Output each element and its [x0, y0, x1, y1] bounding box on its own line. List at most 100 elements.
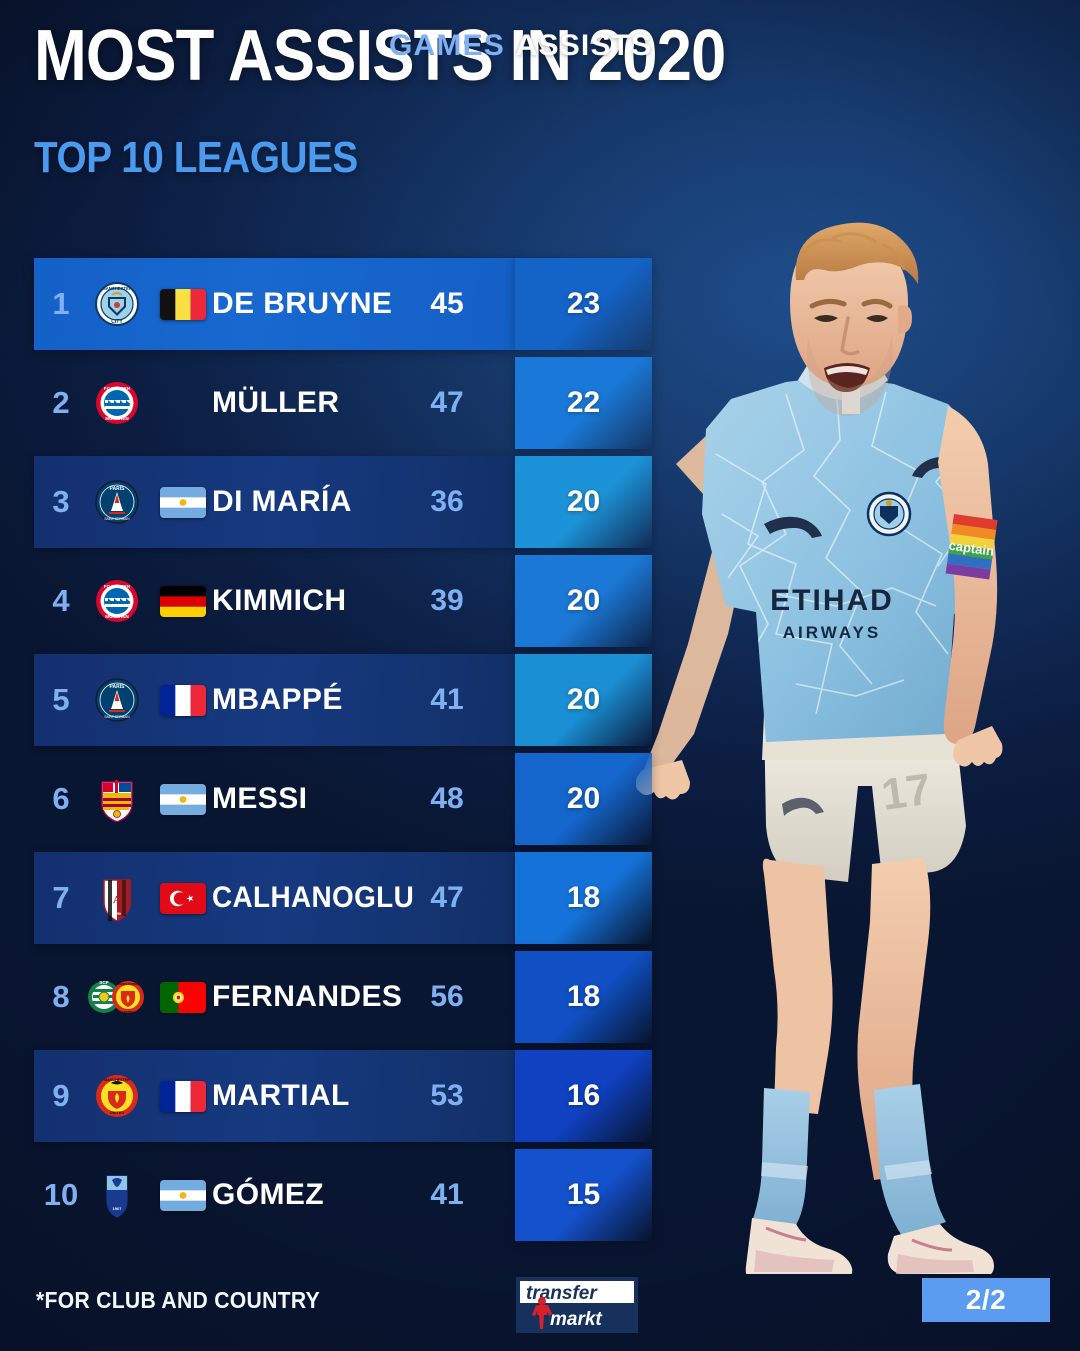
games-value: 47 — [430, 386, 464, 419]
assists-cell-background — [515, 357, 652, 449]
country-flag-icon — [152, 951, 214, 1043]
assists-cell-background — [515, 1050, 652, 1142]
player-name: MÜLLER — [212, 386, 340, 419]
table-row[interactable]: 9 MANCHESTER UNITED MARTIAL 53 16 — [0, 1050, 680, 1149]
rank-number: 8 — [52, 979, 70, 1014]
country-flag-icon — [152, 258, 214, 350]
assists-cell-background — [515, 555, 652, 647]
svg-text:MÜNCHEN: MÜNCHEN — [105, 415, 129, 421]
table-row[interactable]: 8 SCP MANCHESTER UNITED FERNANDES 56 18 — [0, 951, 680, 1050]
assists-cell-background — [515, 456, 652, 548]
svg-text:CITY: CITY — [111, 319, 123, 325]
column-header-games: GAMES — [389, 29, 506, 62]
svg-text:SAINT-GERMAIN: SAINT-GERMAIN — [104, 517, 130, 521]
games-value: 41 — [430, 683, 464, 716]
games-value: 39 — [430, 584, 464, 617]
club-crest-icon: MANCHESTER CITY — [86, 258, 148, 350]
assists-value: 23 — [566, 287, 601, 320]
ranking-table: 1 MANCHESTER CITY DE BRUYNE 45 23 2 FC BAYERN MÜ… — [0, 258, 680, 1248]
assists-cell-background — [515, 258, 652, 350]
country-flag-icon — [152, 456, 214, 548]
assists-value: 20 — [566, 584, 601, 617]
player-image-de-bruyne: 17 — [636, 222, 1003, 1274]
footnote: *FOR CLUB AND COUNTRY — [36, 1287, 321, 1313]
assists-value: 16 — [566, 1079, 601, 1112]
page-subtitle: TOP 10 LEAGUES — [34, 133, 358, 182]
svg-text:SCP: SCP — [99, 980, 108, 985]
country-flag-icon — [152, 654, 214, 746]
country-flag-icon — [152, 1149, 214, 1241]
table-row[interactable]: 1 MANCHESTER CITY DE BRUYNE 45 23 — [0, 258, 680, 357]
club-crest-icon: MANCHESTER UNITED — [86, 1050, 148, 1142]
player-name: DI MARÍA — [212, 485, 352, 518]
player-name: KIMMICH — [212, 584, 347, 617]
assists-value: 18 — [566, 980, 601, 1013]
transfermarkt-logo: transfer markt — [516, 1277, 638, 1333]
svg-text:1907: 1907 — [113, 1206, 123, 1211]
svg-text:UNITED: UNITED — [122, 1010, 134, 1014]
assists-cell-background — [515, 654, 652, 746]
assists-cell-background — [515, 753, 652, 845]
rank-number: 1 — [52, 286, 70, 321]
svg-text:AIRWAYS: AIRWAYS — [783, 623, 881, 642]
games-value: 48 — [430, 782, 464, 815]
games-value: 41 — [430, 1178, 464, 1211]
games-value: 47 — [430, 881, 464, 914]
club-crest-icon: PARIS SAINT-GERMAIN — [86, 654, 148, 746]
rank-number: 5 — [52, 682, 70, 717]
table-row[interactable]: 2 FC BAYERN MÜNCHEN MÜLLER 47 22 — [0, 357, 680, 456]
assists-cell-background — [515, 951, 652, 1043]
club-crest-icon — [86, 753, 148, 845]
svg-text:PARIS: PARIS — [110, 486, 126, 492]
club-crest-icon: 1907 — [86, 1149, 148, 1241]
rank-number: 4 — [52, 583, 70, 618]
svg-text:SAINT-GERMAIN: SAINT-GERMAIN — [104, 715, 130, 719]
assists-value: 20 — [566, 683, 601, 716]
table-row[interactable]: 5 PARIS SAINT-GERMAIN MBAPPÉ 41 20 — [0, 654, 680, 753]
table-row[interactable]: 7 A 1899 CALHANOGLU 47 18 — [0, 852, 680, 951]
svg-text:1899: 1899 — [113, 912, 121, 916]
table-row[interactable]: 6 MESSI 48 20 — [0, 753, 680, 852]
assists-value: 20 — [566, 782, 601, 815]
table-row[interactable]: 10 1907 GÓMEZ 41 15 — [0, 1149, 680, 1248]
club-crest-icon: PARIS SAINT-GERMAIN — [86, 456, 148, 548]
svg-text:transfer: transfer — [526, 1283, 598, 1304]
svg-text:MÜNCHEN: MÜNCHEN — [105, 613, 129, 619]
club-crest-icon: FC BAYERN MÜNCHEN — [86, 555, 148, 647]
games-value: 45 — [430, 287, 464, 320]
assists-value: 15 — [566, 1178, 601, 1211]
assists-cell-background — [515, 1149, 652, 1241]
svg-text:MANCHESTER: MANCHESTER — [117, 982, 139, 986]
rank-number: 2 — [52, 385, 70, 420]
svg-text:MANCHESTER: MANCHESTER — [104, 1078, 130, 1082]
svg-text:UNITED: UNITED — [110, 1111, 124, 1115]
table-row[interactable]: 3 PARIS SAINT-GERMAIN DI MARÍA 36 20 — [0, 456, 680, 555]
svg-text:A: A — [113, 894, 121, 906]
player-name: CALHANOGLU — [212, 881, 415, 914]
club-crest-icon: SCP MANCHESTER UNITED — [78, 951, 154, 1043]
rank-number: 9 — [52, 1078, 70, 1113]
games-value: 56 — [430, 980, 464, 1013]
country-flag-icon — [152, 555, 214, 647]
svg-text:markt: markt — [550, 1309, 602, 1330]
svg-text:MANCHESTER: MANCHESTER — [102, 286, 132, 291]
svg-text:PARIS: PARIS — [110, 684, 126, 690]
assists-value: 18 — [566, 881, 601, 914]
page-indicator-label: 2/2 — [965, 1284, 1007, 1315]
games-value: 36 — [430, 485, 464, 518]
player-name: FERNANDES — [212, 980, 403, 1013]
table-row[interactable]: 4 FC BAYERN MÜNCHEN KIMMICH 39 20 — [0, 555, 680, 654]
rank-number: 6 — [52, 781, 70, 816]
svg-text:captain: captain — [948, 538, 995, 559]
rank-number: 10 — [43, 1177, 79, 1212]
player-name: MESSI — [212, 782, 308, 815]
svg-text:FC BAYERN: FC BAYERN — [104, 386, 131, 391]
rank-number: 7 — [52, 880, 70, 915]
svg-text:ETIHAD: ETIHAD — [770, 584, 894, 617]
page-indicator-badge: 2/2 — [922, 1278, 1050, 1322]
country-flag-icon — [152, 753, 214, 845]
country-flag-icon — [152, 852, 214, 944]
svg-text:FC BAYERN: FC BAYERN — [104, 584, 131, 589]
games-value: 53 — [430, 1079, 464, 1112]
